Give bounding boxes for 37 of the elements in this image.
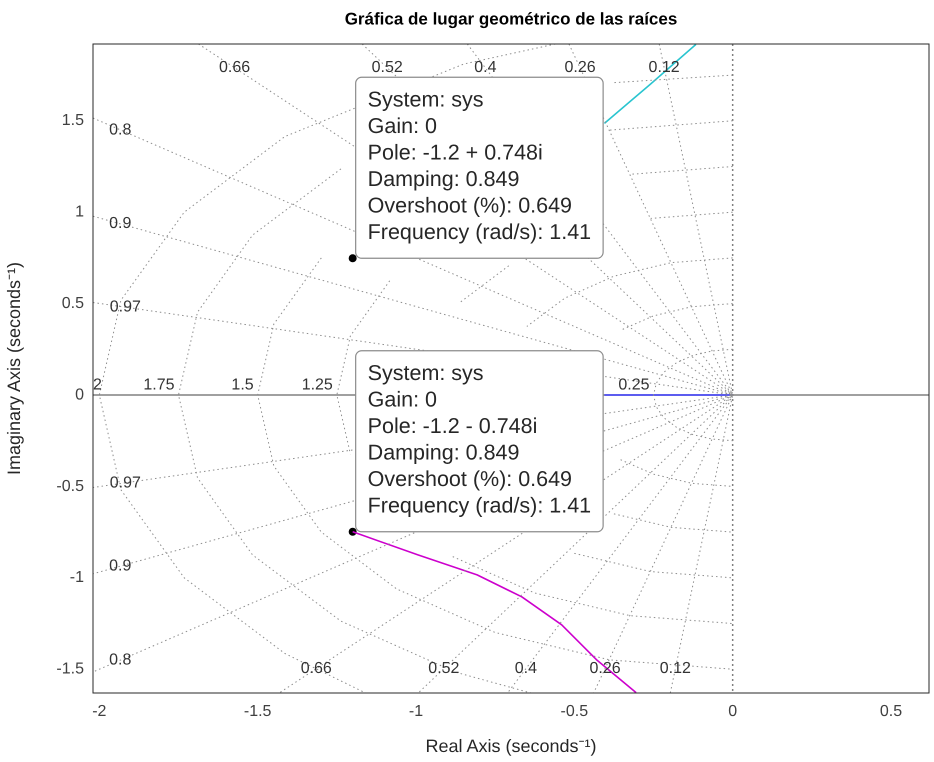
annotation: 0.8 — [109, 652, 132, 668]
x-tick-label: -1.5 — [244, 703, 272, 720]
y-tick-label: 1 — [75, 204, 84, 221]
y-tick-label: 0 — [75, 386, 84, 404]
x-tick-label: -2 — [92, 703, 107, 720]
annotation: 0.66 — [218, 59, 250, 76]
annotation: 0.26 — [564, 59, 596, 76]
y-tick-label: 1.5 — [62, 112, 84, 130]
x-tick-label: -1 — [408, 703, 424, 720]
y-tick-label: -1.5 — [56, 660, 84, 678]
annotation: 0.4 — [474, 59, 497, 76]
y-axis-title: Imaginary Axis (seconds⁻¹) — [4, 262, 24, 476]
annotation: 1.75 — [143, 376, 175, 394]
annotation: 2 — [92, 376, 102, 394]
annotation: 0.66 — [300, 660, 332, 678]
annotation: 0.8 — [109, 121, 132, 138]
x-tick-label: 0.5 — [880, 703, 902, 720]
x-axis-title: Real Axis (seconds⁻¹) — [425, 736, 597, 756]
annotation: 0.97 — [110, 474, 141, 492]
annotation: 1.5 — [231, 376, 254, 394]
annotation: 0.97 — [110, 298, 141, 316]
annotation: 0.52 — [372, 59, 403, 76]
annotation: 0.52 — [428, 660, 460, 678]
annotation: System: sys Gain: 0 Pole: -1.2 - 0.748i Damping: 0.849 Overshoot (%): 0.649 Frequency (rad/s): 1.41 — [368, 360, 592, 518]
annotation: 0.4 — [514, 660, 538, 678]
annotation: 0.25 — [618, 376, 650, 394]
annotation: 0.12 — [660, 660, 692, 678]
annotation: 1.25 — [302, 376, 333, 394]
y-tick-label: -1 — [70, 569, 84, 586]
x-tick-label: -0.5 — [560, 703, 588, 720]
y-tick-label: -0.5 — [56, 478, 84, 495]
annotation: 0.9 — [109, 215, 132, 232]
chart-title: Gráfica de lugar geométrico de las raíces — [344, 10, 678, 29]
y-tick-label: 0.5 — [62, 295, 84, 312]
x-tick-label: 0 — [728, 703, 738, 720]
annotation: System: sys Gain: 0 Pole: -1.2 + 0.748i Damping: 0.849 Overshoot (%): 0.649 Frequency (rad/s): 1.41 — [368, 87, 592, 244]
annotation: 0.9 — [109, 558, 132, 575]
